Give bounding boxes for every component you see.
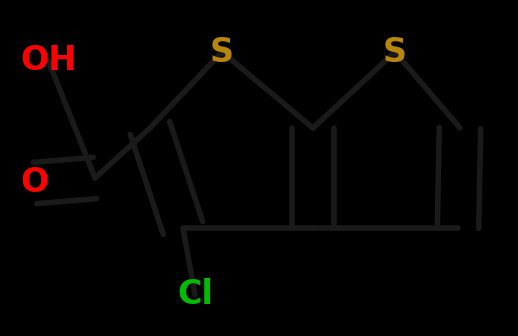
Text: OH: OH [20, 43, 76, 77]
Text: S: S [383, 36, 407, 69]
Text: S: S [210, 36, 234, 69]
Text: O: O [21, 167, 49, 200]
Text: Cl: Cl [177, 279, 213, 311]
